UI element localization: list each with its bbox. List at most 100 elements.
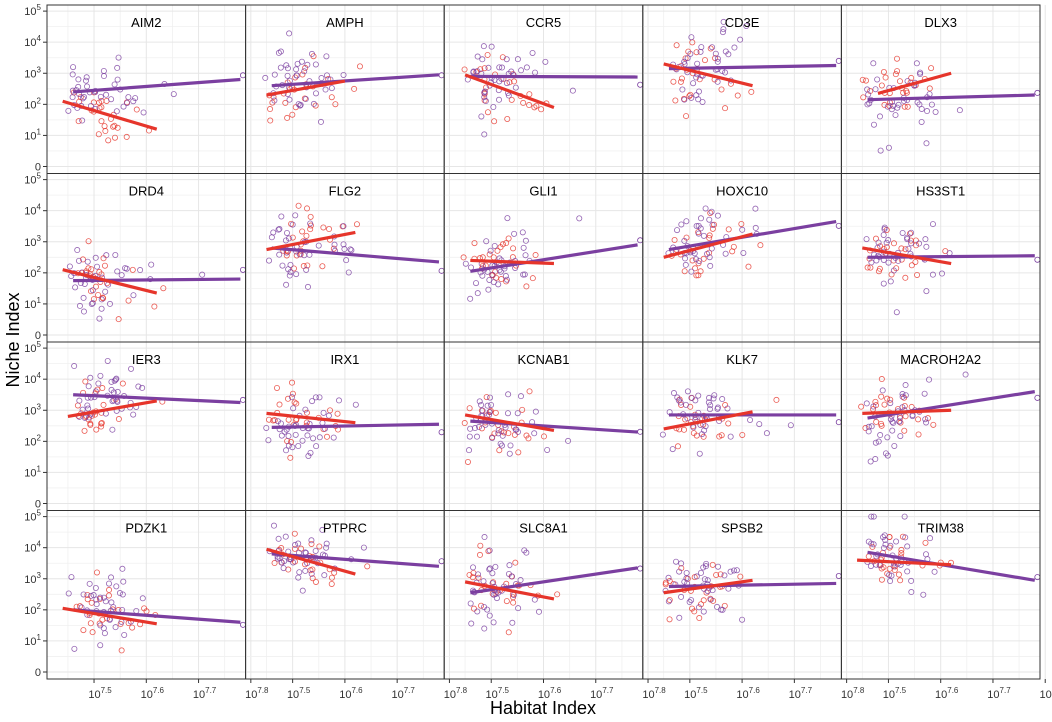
tick-label: 103 (24, 571, 41, 586)
fit-line-red (470, 258, 555, 266)
data-point-purple (89, 300, 96, 307)
panel-title: KLK7 (726, 352, 758, 367)
data-point-purple (688, 94, 695, 101)
data-point-purple (307, 220, 314, 227)
data-point-purple (476, 398, 483, 405)
data-point-purple (715, 563, 722, 570)
data-point-purple (515, 605, 522, 612)
data-point-purple (902, 534, 909, 541)
data-point-purple (94, 263, 101, 270)
panel-title: HOXC10 (716, 184, 768, 199)
data-point-purple (709, 587, 716, 594)
data-point-red (364, 563, 371, 570)
points-red (266, 53, 363, 124)
data-point-red (901, 103, 908, 110)
data-point-purple (868, 513, 875, 520)
panels-layer: AIM2 AMPH CCR5 CD3E DLX3 DRD4 FLG2 GLI1 HOXC10 HS… (46, 4, 1046, 680)
data-point-purple (902, 382, 909, 389)
data-point-purple (303, 266, 310, 273)
panel-macroh2a2: MACROH2A2 (840, 341, 1046, 511)
data-point-red (696, 615, 703, 622)
data-point-purple (278, 559, 285, 566)
data-point-purple (710, 395, 717, 402)
data-point-purple (924, 108, 931, 115)
data-point-red (748, 88, 755, 95)
data-point-red (505, 629, 512, 636)
data-point-purple (722, 48, 729, 55)
data-point-purple (752, 224, 759, 231)
panel-grid (444, 510, 649, 679)
data-point-purple (707, 262, 714, 269)
data-point-purple (495, 430, 502, 437)
data-point-purple (112, 376, 119, 383)
data-point-purple (467, 600, 474, 607)
data-point-red (299, 228, 306, 235)
data-point-purple (103, 91, 110, 98)
data-point-purple (502, 273, 509, 280)
data-point-outlier (239, 396, 246, 403)
data-point-red (293, 252, 300, 259)
data-point-purple (891, 442, 898, 449)
panel-title: CCR5 (526, 15, 561, 30)
data-point-red (85, 265, 92, 272)
data-point-purple (323, 540, 330, 547)
data-point-purple (82, 77, 89, 84)
data-point-purple (893, 309, 900, 316)
data-point-purple (112, 624, 119, 631)
tick-label: 105 (24, 340, 41, 355)
data-point-purple (112, 252, 119, 259)
data-point-red (864, 264, 871, 271)
data-point-purple (139, 384, 146, 391)
data-point-purple (700, 564, 707, 571)
tick-label: 0 (35, 330, 41, 342)
data-point-purple (66, 263, 73, 270)
data-point-purple (928, 101, 935, 108)
data-point-purple (863, 400, 870, 407)
data-point-purple (518, 67, 525, 74)
data-point-purple (695, 230, 702, 237)
data-point-purple (474, 290, 481, 297)
data-point-purple (320, 409, 327, 416)
data-point-purple (682, 255, 689, 262)
data-point-purple (787, 422, 794, 429)
data-point-purple (85, 383, 92, 390)
data-point-purple (865, 538, 872, 545)
data-point-purple (714, 58, 721, 65)
data-point-purple (870, 541, 877, 548)
data-point-red (486, 251, 493, 258)
data-point-purple (486, 547, 493, 554)
data-point-purple (282, 533, 289, 540)
data-point-red (682, 55, 689, 62)
fit-line-purple (271, 73, 440, 88)
data-point-purple (682, 401, 689, 408)
data-point-red (882, 74, 889, 81)
points-red (662, 561, 744, 623)
data-point-purple (929, 221, 936, 228)
data-point-purple (509, 619, 516, 626)
data-point-purple (722, 250, 729, 257)
tick-label: 102 (24, 265, 41, 280)
data-point-purple (120, 103, 127, 110)
data-point-purple (108, 574, 115, 581)
panel-title: MACROH2A2 (900, 352, 981, 367)
panel-flg2: FLG2 (245, 173, 450, 343)
tick-label: 102 (24, 602, 41, 617)
data-point-purple (923, 140, 930, 147)
data-point-red (510, 245, 517, 252)
data-point-purple (704, 577, 711, 584)
data-point-red (671, 237, 678, 244)
data-point-red (100, 295, 107, 302)
data-point-red (930, 421, 937, 428)
data-point-red (523, 283, 530, 290)
data-point-red (709, 561, 716, 568)
panel-grid (245, 5, 450, 174)
data-point-purple (665, 598, 672, 605)
data-point-purple (904, 234, 911, 241)
data-point-red (319, 263, 326, 270)
data-point-red (928, 65, 935, 72)
data-point-purple (92, 388, 99, 395)
data-point-purple (698, 44, 705, 51)
panel-grid (245, 173, 450, 342)
panel-title: PTPRC (323, 521, 367, 536)
data-point-purple (80, 294, 87, 301)
